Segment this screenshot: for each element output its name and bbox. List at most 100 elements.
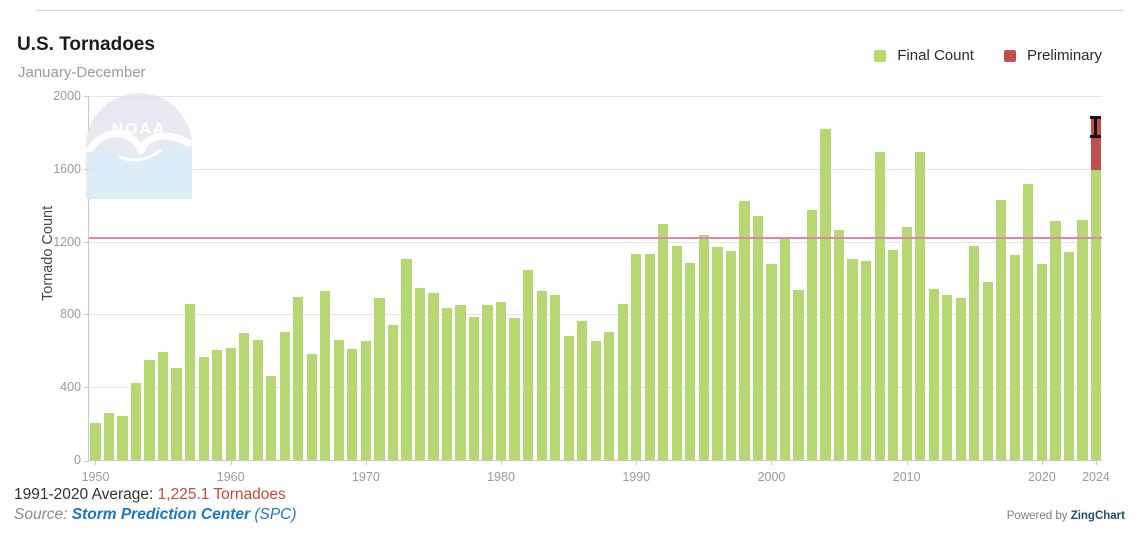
bar-1982[interactable] xyxy=(522,269,534,460)
bar-2011[interactable] xyxy=(915,152,926,460)
bar-1998[interactable] xyxy=(739,200,750,460)
bar-1986[interactable] xyxy=(577,320,588,460)
bar-1970[interactable] xyxy=(360,341,372,460)
bar-2005[interactable] xyxy=(833,229,845,460)
y-tick-1600 xyxy=(84,168,89,170)
source-suffix: (SPC) xyxy=(254,506,297,523)
bar-1973[interactable] xyxy=(401,259,412,460)
bar-1959[interactable] xyxy=(212,350,223,460)
bar-2015[interactable] xyxy=(969,245,980,460)
bar-2019[interactable] xyxy=(1023,183,1034,460)
bar-1975[interactable] xyxy=(428,292,439,460)
bar-1980[interactable] xyxy=(495,302,507,460)
bar-1954[interactable] xyxy=(144,359,155,460)
bar-2004[interactable] xyxy=(820,129,831,460)
legend-label-preliminary: Preliminary xyxy=(1026,47,1102,64)
bar-1990[interactable] xyxy=(631,253,642,460)
bar-1991[interactable] xyxy=(644,253,655,460)
x-tick-label-1980: 1980 xyxy=(487,470,515,484)
bar-1997[interactable] xyxy=(725,251,737,460)
bar-1994[interactable] xyxy=(685,263,696,460)
bar-1999[interactable] xyxy=(752,216,764,460)
bar-2002[interactable] xyxy=(793,290,804,460)
bar-1961[interactable] xyxy=(239,333,250,460)
bar-2003[interactable] xyxy=(806,209,818,460)
bar-1964[interactable] xyxy=(279,331,290,460)
x-tick-label-1960: 1960 xyxy=(216,470,245,484)
bar-2017[interactable] xyxy=(996,199,1007,460)
bar-2000[interactable] xyxy=(766,264,777,460)
bar-1967[interactable] xyxy=(320,291,331,460)
source-label: Source: xyxy=(14,506,68,523)
bar-2023[interactable] xyxy=(1077,219,1088,460)
bar-1996[interactable] xyxy=(712,246,723,460)
bar-2020[interactable] xyxy=(1036,264,1048,460)
bar-1963[interactable] xyxy=(266,375,277,460)
bar-2010[interactable] xyxy=(901,226,912,460)
bar-2016[interactable] xyxy=(982,282,993,460)
bar-1995[interactable] xyxy=(698,235,710,460)
bar-1978[interactable] xyxy=(468,316,480,460)
bar-2024[interactable] xyxy=(1090,170,1102,460)
bar-1989[interactable] xyxy=(617,304,628,460)
average-label: 1991-2020 Average: xyxy=(14,486,154,503)
x-tick-label-2024: 2024 xyxy=(1082,470,1110,484)
bar-2008[interactable] xyxy=(874,152,885,460)
bar-2018[interactable] xyxy=(1009,255,1020,460)
noaa-logo-watermark: NOAA xyxy=(86,93,192,199)
bar-2006[interactable] xyxy=(847,259,858,460)
bar-1953[interactable] xyxy=(130,383,142,460)
chart-title: U.S. Tornadoes xyxy=(17,34,155,55)
bar-1957[interactable] xyxy=(184,304,196,460)
bar-1985[interactable] xyxy=(563,335,574,460)
bar-1968[interactable] xyxy=(333,339,344,460)
preliminary-swatch-icon xyxy=(1003,49,1016,62)
bar-1950[interactable] xyxy=(90,423,101,460)
bar-1966[interactable] xyxy=(306,353,317,460)
bar-2012[interactable] xyxy=(928,289,939,460)
bar-1955[interactable] xyxy=(157,352,169,460)
bar-1960[interactable] xyxy=(225,347,236,460)
legend-item-final-count[interactable]: Final Count xyxy=(874,47,974,64)
bar-1984[interactable] xyxy=(550,294,561,460)
bar-2013[interactable] xyxy=(942,294,953,460)
bar-2022[interactable] xyxy=(1063,251,1075,460)
bar-1969[interactable] xyxy=(347,349,358,460)
bar-2024-preliminary[interactable] xyxy=(1090,116,1102,171)
zingchart-brand-link[interactable]: ZingChart xyxy=(1070,510,1125,522)
powered-by: Powered by ZingChart xyxy=(1007,510,1125,522)
bar-1956[interactable] xyxy=(171,368,182,460)
error-bar-2024 xyxy=(1094,116,1098,137)
bar-2021[interactable] xyxy=(1050,220,1061,460)
legend-label-final-count: Final Count xyxy=(897,47,974,64)
bar-2014[interactable] xyxy=(955,298,966,460)
bar-1958[interactable] xyxy=(198,357,209,460)
bar-1965[interactable] xyxy=(293,296,304,460)
bar-1992[interactable] xyxy=(658,223,669,460)
bar-1981[interactable] xyxy=(509,317,520,460)
bar-1952[interactable] xyxy=(117,416,128,460)
legend-item-preliminary[interactable]: Preliminary xyxy=(1003,47,1102,64)
x-tick-2000 xyxy=(771,461,773,465)
x-tick-2010 xyxy=(906,461,908,465)
bar-1979[interactable] xyxy=(482,304,493,460)
bar-1983[interactable] xyxy=(536,290,547,460)
average-value: 1,225.1 Tornadoes xyxy=(157,486,286,503)
bar-1962[interactable] xyxy=(252,340,263,460)
x-tick-1980 xyxy=(501,461,503,465)
x-tick-1990 xyxy=(636,461,638,465)
chart-subtitle: January-December xyxy=(18,64,146,81)
bar-1951[interactable] xyxy=(103,412,115,460)
bar-1971[interactable] xyxy=(374,298,385,460)
bar-1974[interactable] xyxy=(414,287,426,460)
bar-1993[interactable] xyxy=(671,245,682,460)
bar-1987[interactable] xyxy=(590,340,601,460)
bar-2007[interactable] xyxy=(860,260,872,460)
bar-1976[interactable] xyxy=(441,308,453,460)
source-link[interactable]: Storm Prediction Center (SPC) xyxy=(71,506,297,523)
bar-1977[interactable] xyxy=(455,304,466,460)
bar-2001[interactable] xyxy=(779,238,791,460)
bar-1988[interactable] xyxy=(604,332,615,460)
bar-1972[interactable] xyxy=(387,325,399,460)
bar-2009[interactable] xyxy=(888,249,899,460)
